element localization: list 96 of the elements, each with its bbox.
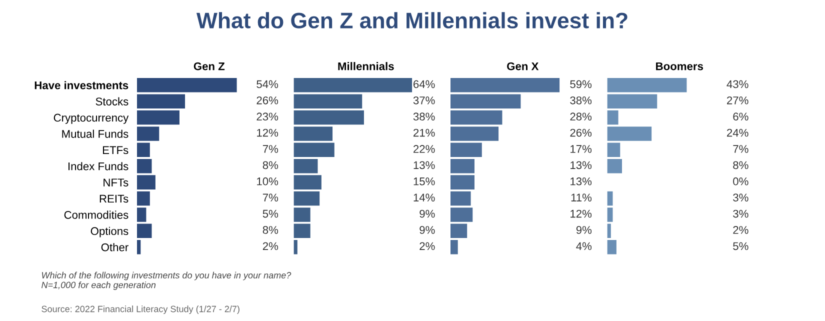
data-label: 13% [570,177,592,186]
y-tick-label: Stocks [96,97,128,106]
bar [294,126,333,141]
bar [294,175,322,190]
bar [450,175,474,190]
bar [136,158,152,174]
bar [294,158,318,174]
data-label: 59% [570,80,592,88]
bar [136,110,180,125]
bar [607,126,652,141]
chart-subtitle: Gen Z [194,62,225,70]
y-tick-label: NFTs [104,178,128,186]
bar [607,224,611,238]
bar [136,175,156,190]
data-label: 2% [262,242,278,250]
data-label: 26% [570,128,592,137]
bar [450,208,473,222]
bar [136,240,141,254]
data-label: 3% [733,210,748,218]
bar [450,158,474,174]
source-note: Source: 2022 Financial Literacy Study (1/27 - 2/7) [42,306,240,314]
data-label: 7% [262,194,278,202]
bar [136,224,152,238]
data-label: 21% [414,128,435,137]
y-tick-label: REITs [100,194,128,203]
bar [294,208,310,222]
bar [450,126,499,141]
bar [136,126,160,141]
data-label: 38% [570,96,592,104]
bar [136,142,150,158]
data-label: 3% [733,194,748,202]
data-label: 10% [257,177,278,186]
data-label: 0% [733,177,748,186]
bar [136,191,150,206]
data-label: 4% [576,242,592,250]
chart-subtitle: Boomers [656,62,704,70]
y-tick-label: Options [90,226,128,238]
data-label: 9% [576,226,592,234]
bar [136,208,146,222]
data-label: 12% [570,210,592,218]
bar [450,240,458,254]
y-tick-label: ETFs [102,146,128,154]
data-label: 7% [262,145,278,153]
data-label: 13% [570,161,592,170]
data-label: 27% [727,96,748,104]
data-label: 64% [414,80,435,88]
y-tick-label: Other [101,243,128,252]
bar [607,158,622,174]
data-label: 7% [733,145,748,153]
data-label: 14% [414,194,435,202]
bar [450,142,482,158]
bar [607,240,616,254]
data-label: 6% [733,112,748,121]
data-label: 11% [571,194,592,202]
data-label: 37% [413,96,435,104]
text: Which of the following investments do you have in your name? N=1,000 for each generation [42,272,292,290]
data-label: 8% [733,161,748,170]
chart-subtitle: Gen X [507,62,539,70]
bar [607,110,618,125]
data-label: 38% [413,112,435,121]
data-label: 23% [256,112,278,121]
y-tick-label: Mutual Funds [62,130,128,138]
data-label: 2% [733,226,748,234]
data-label: 8% [262,226,278,234]
bar [450,191,471,206]
text: What do Gen Z and Millennials invest in? [196,12,628,28]
y-tick-label: Cryptocurrency [54,114,129,124]
y-tick-label: Have investments [34,81,128,90]
bar [607,208,613,222]
data-label: 24% [727,128,748,137]
y-tick-label: Index Funds [68,162,128,170]
data-label: 43% [726,80,748,88]
data-label: 28% [570,112,592,121]
data-label: 22% [414,145,435,153]
data-label: 5% [262,210,278,218]
y-tick-label: Commodities [64,210,128,219]
data-label: 15% [414,177,435,186]
data-label: 17% [570,145,592,153]
chart-subtitle: Millennials [338,62,394,70]
bar [294,240,298,254]
bar [294,191,320,206]
bar [450,224,468,238]
bar [294,110,364,125]
data-label: 26% [256,96,278,104]
bar [607,142,620,158]
bar [450,110,502,125]
data-label: 54% [256,80,278,88]
data-label: 9% [420,226,435,234]
data-label: 9% [420,210,435,218]
data-label: 5% [733,242,748,250]
data-label: 8% [262,161,278,170]
data-label: 2% [420,242,435,250]
data-label: 13% [414,161,435,170]
bar [294,142,334,158]
bar [294,224,310,238]
data-label: 12% [257,128,278,137]
